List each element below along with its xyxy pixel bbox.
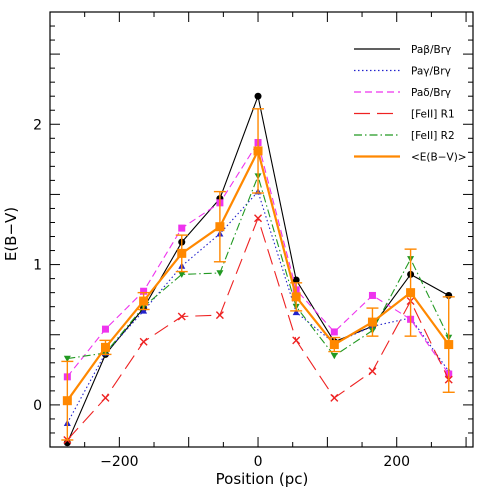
marker-stroke xyxy=(101,393,110,402)
data-point xyxy=(254,92,262,100)
axis-ticks xyxy=(49,11,473,448)
legend-label: [FeII] R1 xyxy=(411,109,455,121)
marker-stroke xyxy=(254,214,263,223)
data-point xyxy=(330,393,339,402)
data-point xyxy=(367,317,377,327)
y-tick-label: 2 xyxy=(33,117,42,133)
data-point xyxy=(329,340,339,350)
data-point xyxy=(253,146,263,156)
data-point xyxy=(291,292,301,302)
data-point xyxy=(139,337,148,346)
marker-stroke xyxy=(330,393,339,402)
y-tick-label: 1 xyxy=(33,258,42,274)
data-point xyxy=(292,276,300,284)
data-point xyxy=(139,296,149,306)
series-6 xyxy=(61,108,455,441)
plot-border xyxy=(49,11,474,448)
data-point xyxy=(215,311,224,320)
data-point xyxy=(62,396,72,406)
y-tick-label: 0 xyxy=(33,398,42,414)
plot-frame xyxy=(49,11,474,448)
marker-stroke xyxy=(177,312,186,321)
data-point xyxy=(292,308,300,316)
legend-label: Paγ/Brγ xyxy=(411,66,451,78)
data-point xyxy=(330,328,338,336)
legend-label: <E(B−V)> xyxy=(411,152,467,164)
series-2 xyxy=(63,188,453,426)
y-axis-title: E(B−V) xyxy=(2,207,20,261)
data-point xyxy=(216,270,224,277)
series-line xyxy=(66,191,450,424)
data-point xyxy=(368,367,377,376)
data-point xyxy=(178,224,186,232)
marker-stroke xyxy=(292,336,301,345)
data-point xyxy=(178,271,186,278)
y-tick-labels: 0 1 2 xyxy=(33,117,42,414)
legend-label: Paδ/Brγ xyxy=(411,87,451,99)
data-point xyxy=(215,222,225,232)
x-tick-labels: −200 0 200 xyxy=(100,454,410,470)
data-point xyxy=(101,325,109,333)
legend-label: Paβ/Brγ xyxy=(411,44,451,56)
data-point xyxy=(177,312,186,321)
data-point xyxy=(177,248,187,258)
series-layer xyxy=(61,92,455,447)
data-point xyxy=(100,342,110,352)
data-point xyxy=(292,336,301,345)
data-point xyxy=(406,288,416,298)
x-tick-label: −200 xyxy=(100,454,138,470)
data-point xyxy=(368,291,376,299)
data-point xyxy=(254,214,263,223)
x-tick-label: 0 xyxy=(254,454,263,470)
legend: Paβ/Brγ Paγ/Brγ Paδ/Brγ [FeII] R1 [FeII] R2 <… xyxy=(354,44,467,164)
data-point xyxy=(444,340,454,350)
x-tick-label: 200 xyxy=(383,454,410,470)
marker-stroke xyxy=(368,367,377,376)
data-point xyxy=(140,307,148,314)
data-point xyxy=(101,393,110,402)
series-4 xyxy=(63,214,453,444)
marker-stroke xyxy=(139,337,148,346)
x-axis-title: Position (pc) xyxy=(216,470,309,488)
marker-stroke xyxy=(215,311,224,320)
data-point xyxy=(63,355,71,363)
data-point xyxy=(330,352,338,360)
legend-label: [FeII] R2 xyxy=(411,130,455,142)
data-point xyxy=(140,287,148,295)
